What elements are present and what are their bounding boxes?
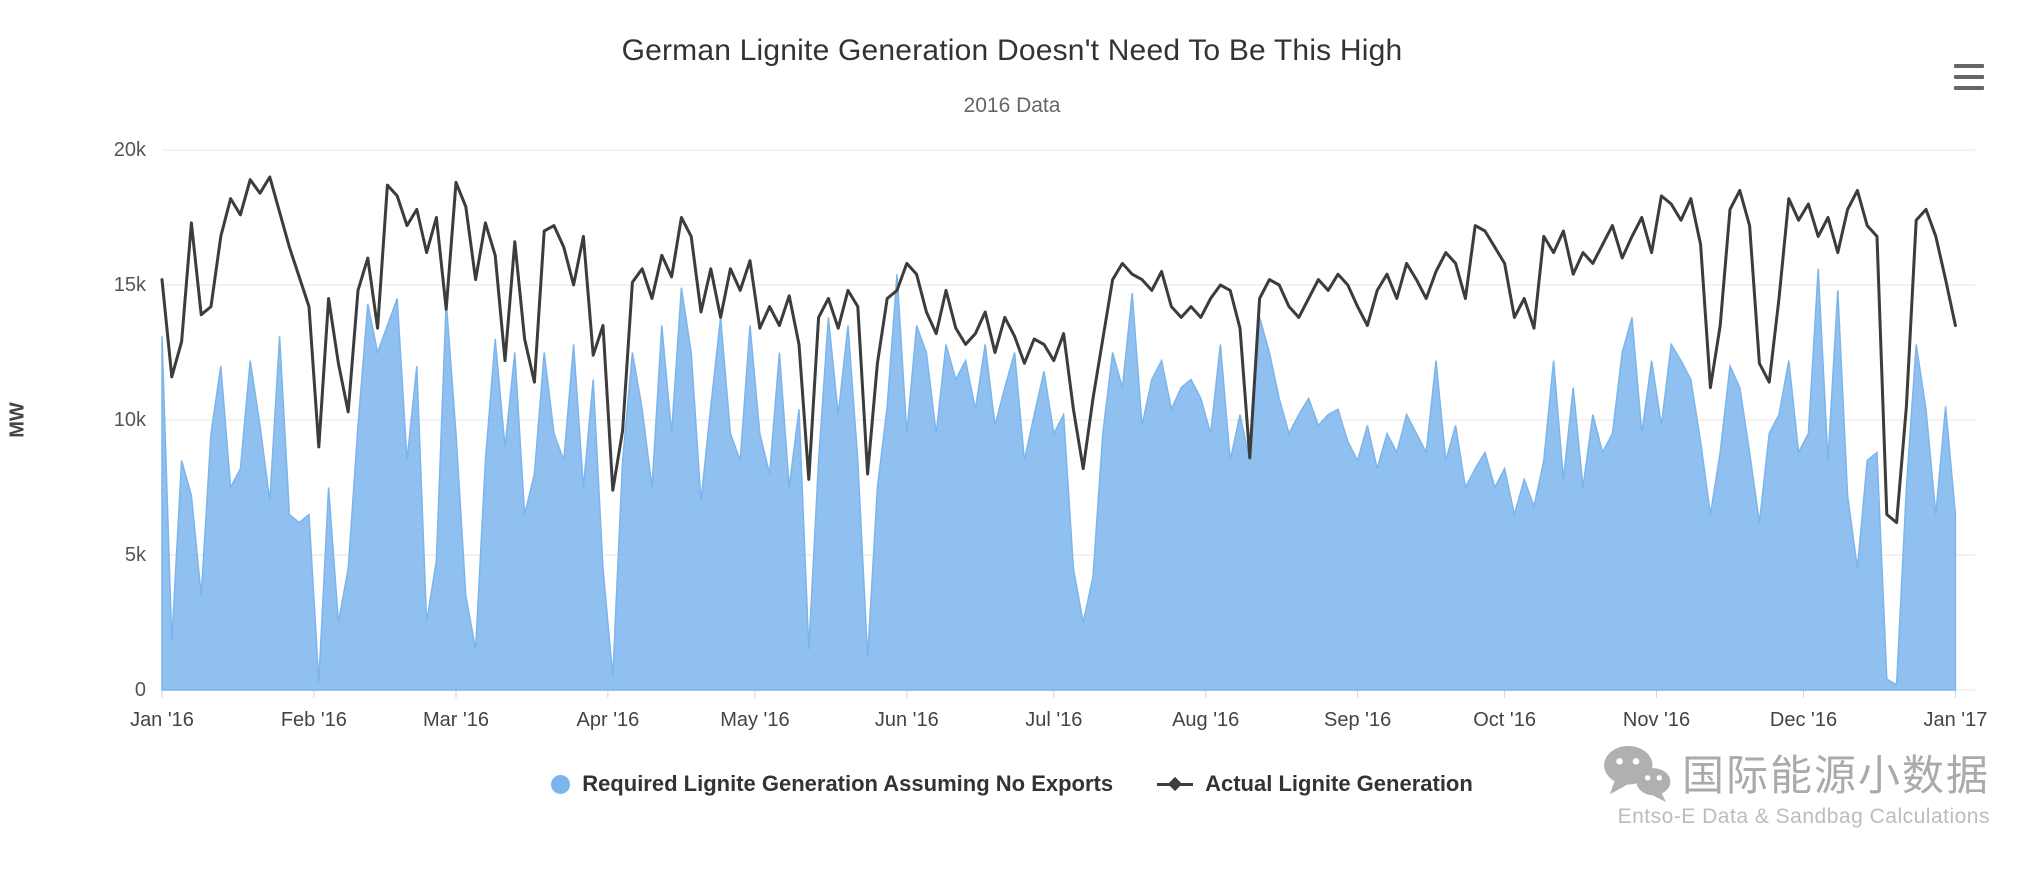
x-tick-label: May '16 (720, 709, 789, 731)
chart-title: German Lignite Generation Doesn't Need T… (621, 34, 1403, 67)
actual-line-series (160, 175, 1957, 525)
legend-label-actual: Actual Lignite Generation (1205, 771, 1473, 796)
y-tick-label: 15k (114, 274, 147, 296)
legend-diamond-marker (1157, 774, 1194, 794)
x-tick-label: Sep '16 (1324, 709, 1391, 731)
x-tick-label: Apr '16 (577, 709, 640, 731)
legend-circle-marker (551, 774, 571, 794)
x-tick-label: Nov '16 (1623, 709, 1690, 731)
chart-context-menu-icon[interactable] (1954, 62, 1984, 92)
hamburger-bar (1954, 64, 1984, 68)
hamburger-bar (1954, 75, 1984, 79)
y-axis-title: MW (6, 402, 29, 438)
chart-legend: Required Lignite Generation Assuming No … (0, 762, 2024, 806)
hamburger-bar (1954, 86, 1984, 90)
x-tick-label: Aug '16 (1172, 709, 1239, 731)
x-tick-label: Jan '17 (1923, 709, 1987, 731)
x-tick-label: Mar '16 (423, 709, 489, 731)
y-tick-label: 20k (114, 139, 147, 161)
y-tick-label: 0 (135, 679, 146, 701)
y-tick-label: 10k (114, 409, 147, 431)
y-tick-label: 5k (125, 544, 147, 566)
x-tick-label: Oct '16 (1473, 709, 1536, 731)
x-tick-label: Jul '16 (1025, 709, 1082, 731)
legend-item-actual[interactable]: Actual Lignite Generation (1157, 771, 1473, 797)
x-tick-label: Jun '16 (875, 709, 939, 731)
x-tick-label: Feb '16 (281, 709, 347, 731)
x-tick-label: Jan '16 (130, 709, 194, 731)
chart-subtitle: 2016 Data (963, 94, 1061, 117)
required-area-series (161, 268, 1957, 691)
legend-item-required[interactable]: Required Lignite Generation Assuming No … (551, 771, 1113, 797)
x-tick-label: Dec '16 (1770, 709, 1837, 731)
legend-label-required: Required Lignite Generation Assuming No … (582, 771, 1114, 796)
